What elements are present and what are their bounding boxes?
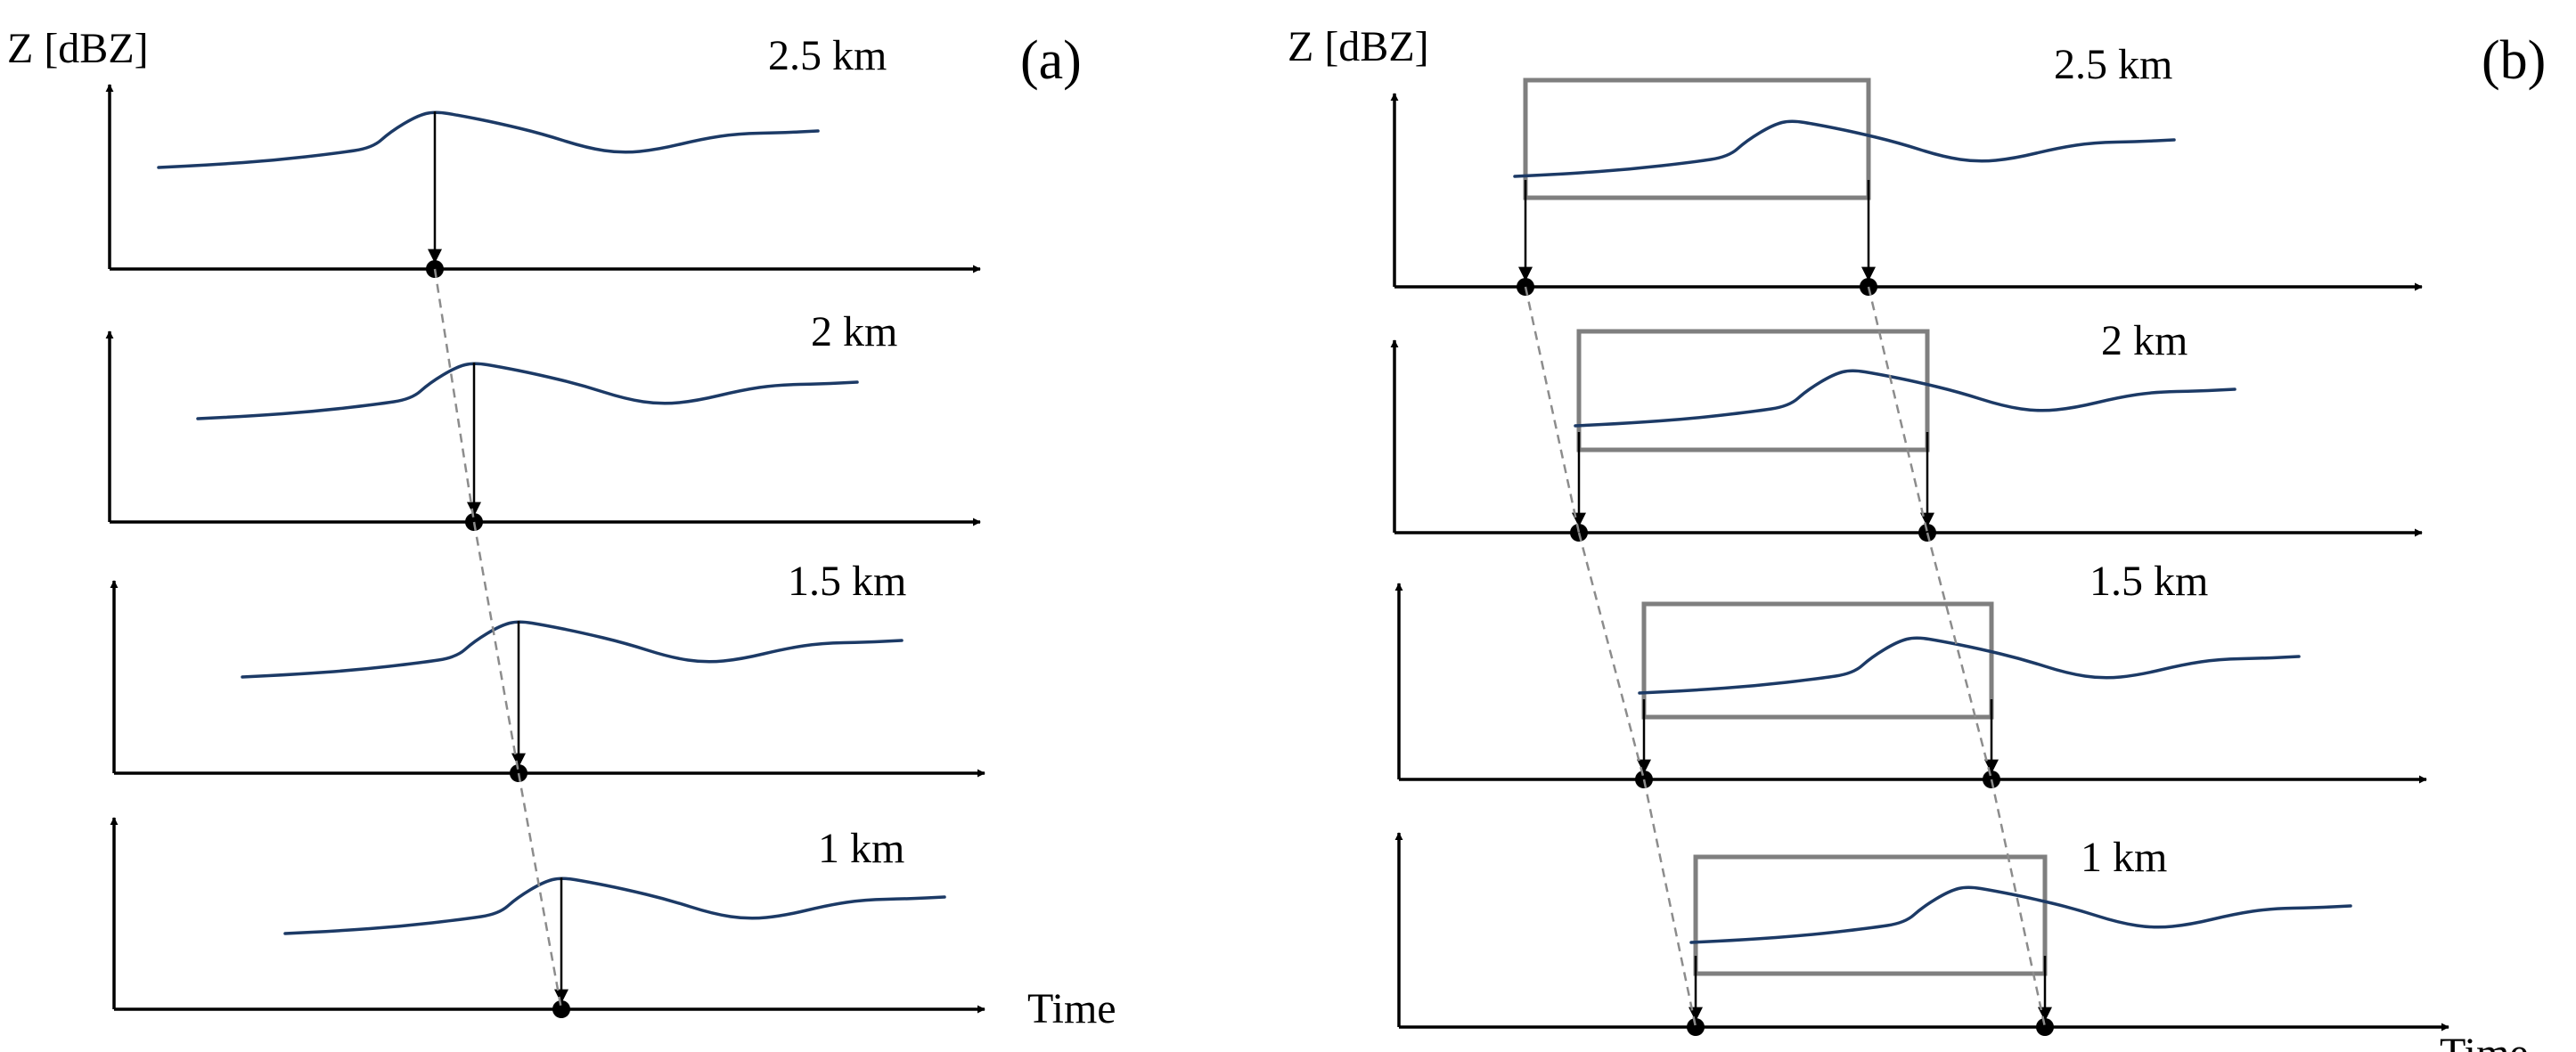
panel-b-start-link-1.5km-to-1km xyxy=(1642,779,1697,1028)
panel-b-end-link-2.5km-to-2km xyxy=(1867,286,1929,534)
panel-a-y-axis-label: Z [dBZ] xyxy=(7,25,149,72)
panel-b-x-axis-label: Time xyxy=(2440,1030,2529,1052)
panel-a-height-label-2.5km: 2.5 km xyxy=(768,32,887,79)
panel-b: (b) Z [dBZ] Time 2.5 km 2 km 1.5 km 1 km xyxy=(1288,23,2546,1052)
panel-b-row-1km-window-end-marker xyxy=(2036,1018,2054,1036)
panel-b-end-link-2km-to-1.5km xyxy=(1926,532,1993,780)
panel-b-label: (b) xyxy=(2482,30,2546,91)
panel-b-y-axis-label: Z [dBZ] xyxy=(1288,23,1429,70)
panel-b-height-label-2km: 2 km xyxy=(2101,317,2188,364)
panel-b-row-1.5km-reflectivity-curve xyxy=(1638,636,2301,695)
panel-b-height-label-1.5km: 1.5 km xyxy=(2089,558,2208,605)
panel-b-row-1km-reflectivity-curve xyxy=(1689,885,2352,944)
panel-b-end-link-1.5km-to-1km xyxy=(1990,779,2047,1028)
panel-b-height-label-2.5km: 2.5 km xyxy=(2054,41,2172,88)
panel-a-row-2.5km-reflectivity-curve xyxy=(157,110,820,169)
panel-a: (a) Z [dBZ] Time 2.5 km 2 km 1.5 km 1 km xyxy=(7,25,1116,1032)
panel-a-x-axis-label: Time xyxy=(1027,985,1116,1032)
panel-b-start-link-2km-to-1.5km xyxy=(1577,532,1646,780)
panel-b-row-2.5km-reflectivity-curve xyxy=(1513,119,2176,178)
panel-a-row-1km-reflectivity-curve xyxy=(283,877,946,935)
panel-b-row-2km-time-window-box xyxy=(1576,329,1930,453)
panel-a-row-2km-reflectivity-curve xyxy=(196,362,859,420)
panel-b-row-2km-reflectivity-curve xyxy=(1574,369,2237,428)
panel-a-peak-link-2.5km-to-2km xyxy=(433,268,476,523)
panel-b-row-1km-window-start-marker xyxy=(1687,1018,1705,1036)
diagram-geometry xyxy=(105,77,2449,1036)
panel-a-peak-link-1.5km-to-1km xyxy=(517,772,563,1010)
panel-a-row-1km-peak-time-marker xyxy=(552,1000,570,1018)
panel-b-row-2.5km-time-window-box xyxy=(1523,77,1871,200)
panel-a-peak-link-2km-to-1.5km xyxy=(472,521,520,774)
panel-a-height-label-1km: 1 km xyxy=(818,825,904,872)
panel-a-row-1.5km-reflectivity-curve xyxy=(241,620,904,679)
panel-a-label: (a) xyxy=(1020,30,1082,91)
panel-b-start-link-2.5km-to-2km xyxy=(1524,286,1581,534)
panel-b-row-1.5km-time-window-box xyxy=(1641,601,1994,720)
panel-b-row-1km-time-window-box xyxy=(1693,854,2048,976)
panel-b-height-label-1km: 1 km xyxy=(2081,834,2167,881)
panel-a-height-label-2km: 2 km xyxy=(811,308,897,355)
panel-a-height-label-1.5km: 1.5 km xyxy=(788,558,906,605)
